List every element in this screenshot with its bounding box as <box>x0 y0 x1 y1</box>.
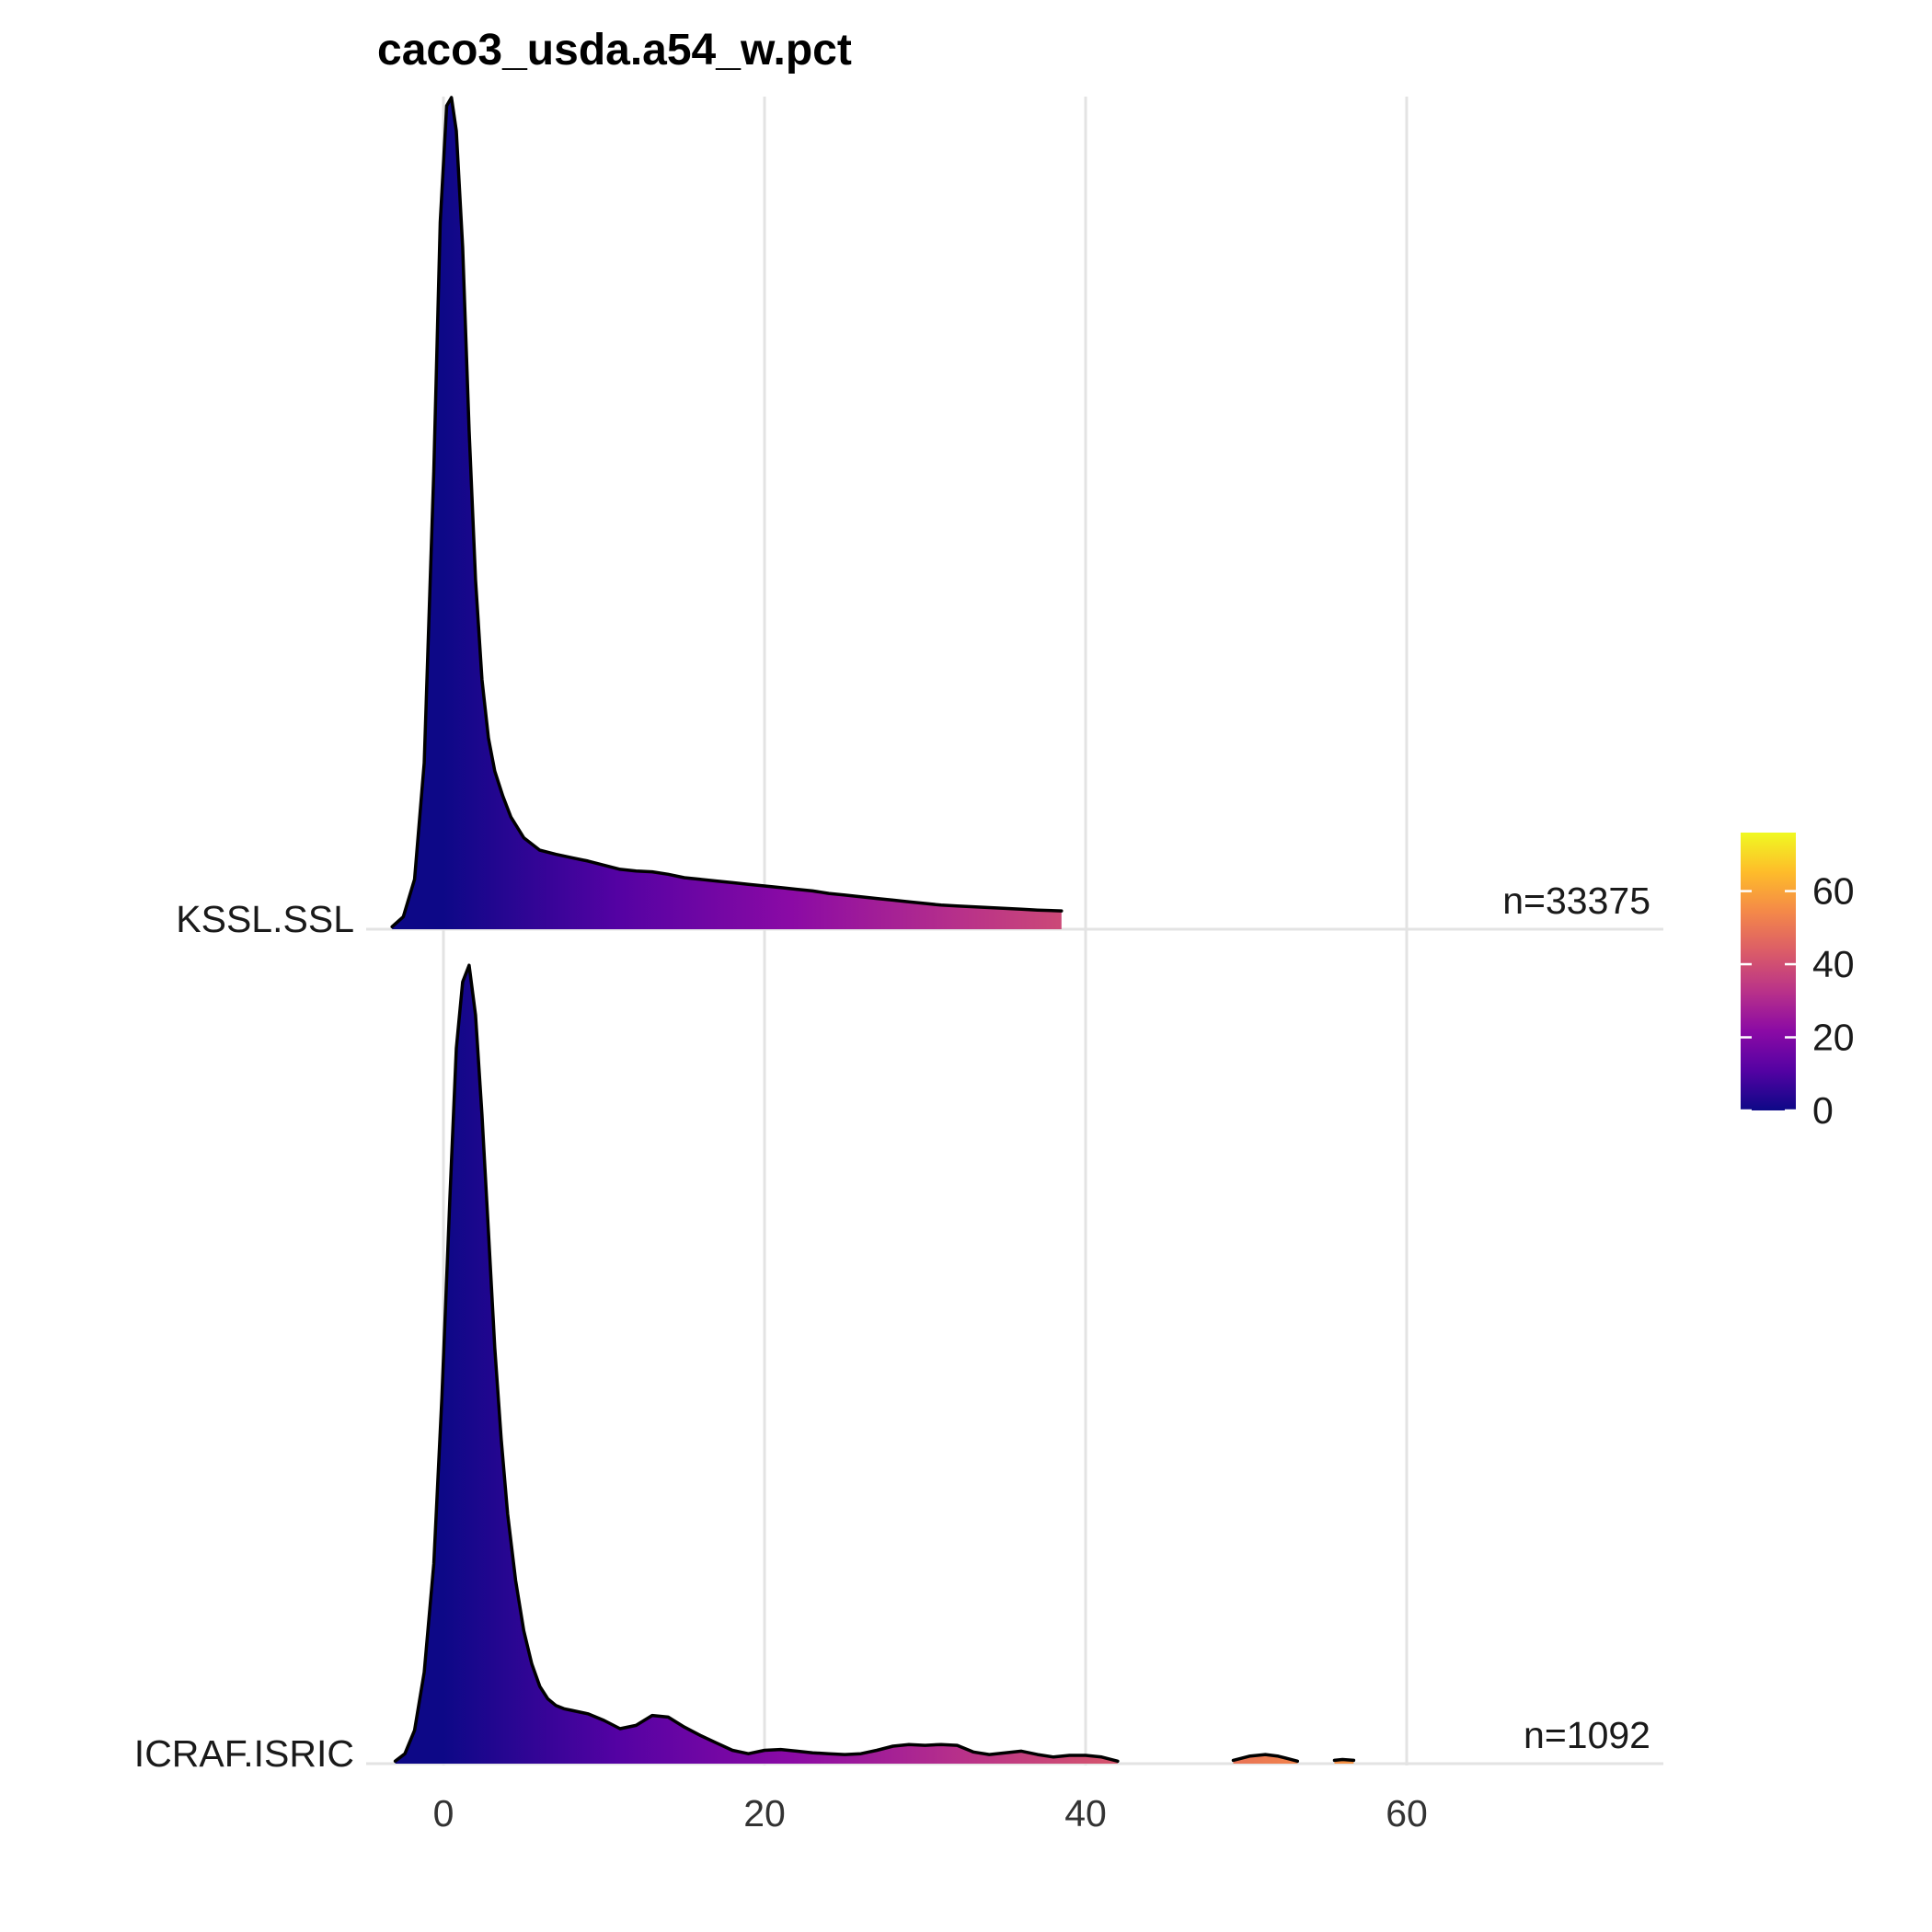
ridge-kssl-ssl <box>390 96 1064 929</box>
x-tick-label: 20 <box>743 1792 786 1834</box>
density-segment-outline <box>1231 1753 1300 1764</box>
density-area <box>392 98 1062 929</box>
density-outline <box>393 963 1120 1764</box>
text-layer: caco3_usda.a54_w.pct KSSL.SSL n=33375 ICRA… <box>134 26 1650 1834</box>
ridge-layer <box>390 96 1356 1764</box>
ridge-icraf-isric <box>393 963 1356 1764</box>
density-segment-outline <box>1332 1757 1356 1763</box>
density-outline <box>390 96 1064 929</box>
colorbar-tick-label: 0 <box>1812 1089 1834 1132</box>
colorbar-tick-label: 60 <box>1812 870 1855 913</box>
count-annotation: n=33375 <box>1502 880 1650 922</box>
chart-title: caco3_usda.a54_w.pct <box>377 26 852 75</box>
colorbar-tick-label: 20 <box>1812 1017 1855 1059</box>
colorbar <box>1741 833 1796 1110</box>
density-area <box>395 965 1118 1764</box>
y-tick-label: KSSL.SSL <box>176 898 354 940</box>
x-tick-label: 0 <box>433 1792 454 1834</box>
x-tick-label: 60 <box>1386 1792 1428 1834</box>
colorbar-legend: 0 20 40 60 <box>1741 833 1855 1132</box>
y-tick-label: ICRAF.ISRIC <box>134 1732 354 1775</box>
count-annotation: n=1092 <box>1524 1714 1650 1756</box>
grid-layer <box>366 97 1663 1765</box>
colorbar-tick-label: 40 <box>1812 943 1855 985</box>
x-tick-label: 40 <box>1064 1792 1107 1834</box>
